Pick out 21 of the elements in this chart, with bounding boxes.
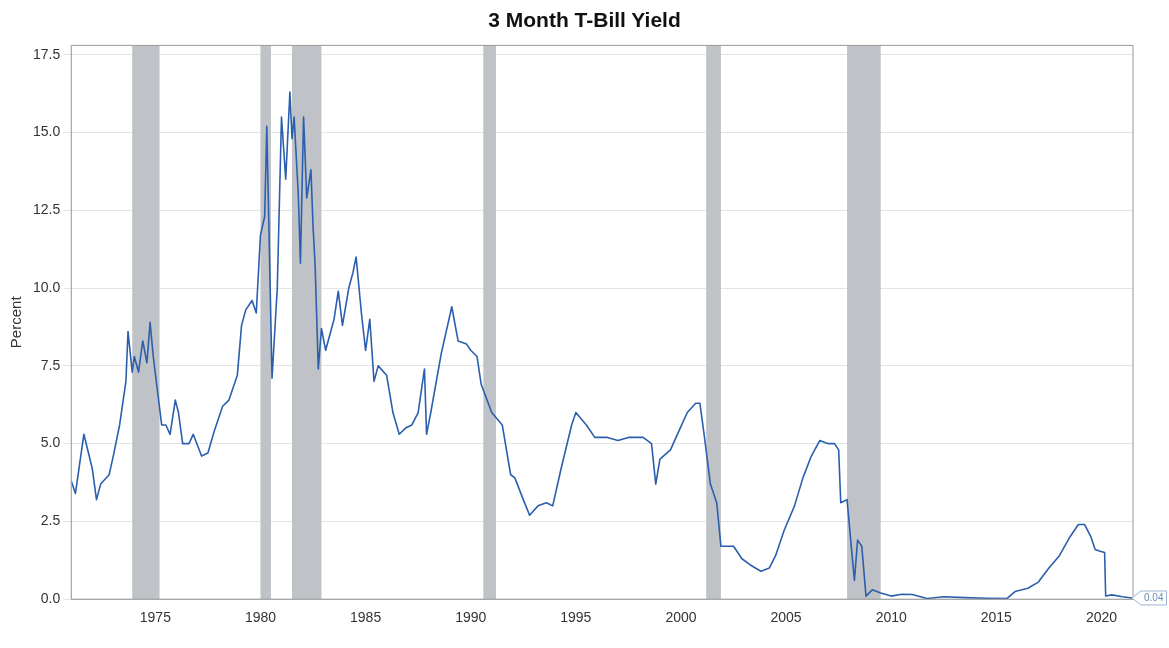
x-tick-label: 2000 [665, 609, 697, 626]
y-tick-label: 2.5 [40, 512, 61, 529]
x-tick-label: 2005 [770, 609, 802, 626]
y-axis-title: Percent [7, 295, 25, 349]
y-tick-label: 5.0 [40, 434, 61, 451]
x-tick-label: 1995 [560, 609, 592, 626]
x-tick-label: 1975 [139, 609, 172, 626]
y-tick-label: 15.0 [33, 123, 61, 140]
y-tick-label: 0.0 [40, 590, 61, 607]
y-tick-label: 12.5 [33, 201, 61, 218]
annotation: 0.04 [1144, 591, 1164, 603]
y-tick-label: 10.0 [33, 278, 61, 295]
x-tick-label: 2020 [1085, 609, 1118, 626]
x-tick-label: 1990 [455, 609, 487, 626]
x-tick-label: 2010 [875, 609, 907, 626]
x-tick-label: 1980 [244, 609, 277, 626]
x-tick-label: 2015 [980, 609, 1013, 626]
chart-title: 3 Month T-Bill Yield [487, 8, 682, 32]
y-tick-label: 7.5 [40, 356, 61, 373]
x-tick-label: 1985 [350, 609, 382, 626]
y-tick-label: 17.5 [33, 45, 61, 62]
